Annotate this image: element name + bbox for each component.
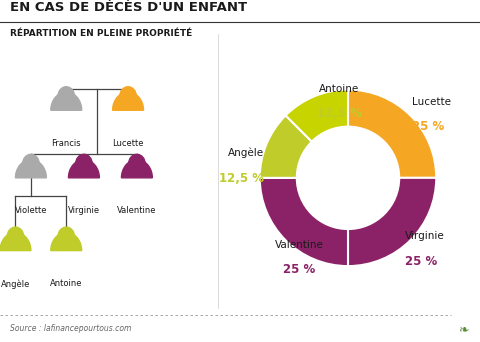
Text: Angèle: Angèle (228, 148, 264, 158)
Wedge shape (260, 178, 348, 266)
Wedge shape (51, 92, 82, 110)
Text: ❧: ❧ (458, 324, 468, 337)
Text: Virginie: Virginie (68, 207, 100, 215)
Text: 12,5 %: 12,5 % (219, 172, 264, 185)
Wedge shape (0, 233, 31, 251)
Text: RÉPARTITION EN PLEINE PROPRIÉTÉ: RÉPARTITION EN PLEINE PROPRIÉTÉ (10, 29, 192, 38)
Wedge shape (348, 178, 436, 266)
Wedge shape (113, 92, 144, 110)
Text: Lucette: Lucette (112, 139, 144, 148)
Wedge shape (260, 116, 312, 178)
Circle shape (75, 154, 92, 174)
Text: Valentine: Valentine (275, 240, 324, 250)
Wedge shape (69, 160, 99, 178)
Text: 12,5 %: 12,5 % (317, 107, 361, 120)
Text: 25 %: 25 % (406, 255, 438, 268)
Text: Virginie: Virginie (406, 232, 445, 241)
Text: Antoine: Antoine (319, 84, 360, 94)
Text: Violette: Violette (15, 207, 47, 215)
Wedge shape (51, 233, 82, 251)
Circle shape (58, 87, 74, 106)
Wedge shape (348, 90, 436, 178)
Text: 25 %: 25 % (283, 263, 315, 276)
Text: Valentine: Valentine (117, 207, 156, 215)
Wedge shape (15, 160, 47, 178)
Text: Antoine: Antoine (50, 279, 83, 288)
Text: Francis: Francis (51, 139, 81, 148)
Text: Source : lafinancepourtous.com: Source : lafinancepourtous.com (10, 324, 131, 333)
Circle shape (129, 154, 145, 174)
Wedge shape (121, 160, 152, 178)
Circle shape (58, 227, 74, 247)
Text: EN CAS DE DÉCÈS D'UN ENFANT: EN CAS DE DÉCÈS D'UN ENFANT (10, 1, 247, 14)
Text: Angèle: Angèle (1, 279, 30, 289)
Wedge shape (286, 90, 348, 142)
Circle shape (23, 154, 39, 174)
Text: 25 %: 25 % (411, 120, 444, 133)
Circle shape (7, 227, 24, 247)
Circle shape (120, 87, 136, 106)
Text: Lucette: Lucette (411, 97, 451, 107)
